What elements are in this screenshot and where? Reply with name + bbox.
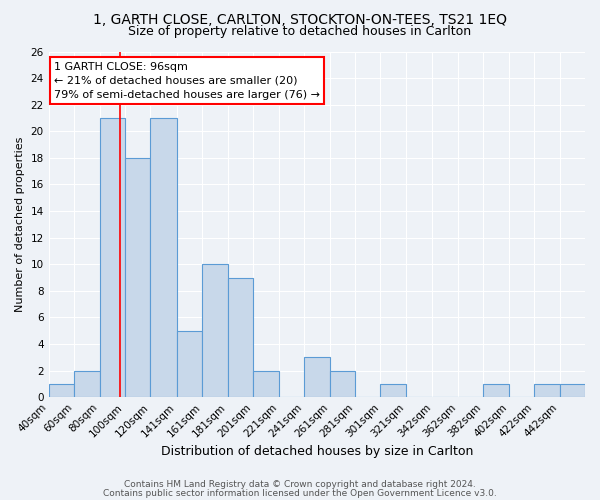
Text: Contains public sector information licensed under the Open Government Licence v3: Contains public sector information licen… [103,488,497,498]
Bar [253,370,279,397]
X-axis label: Distribution of detached houses by size in Carlton: Distribution of detached houses by size … [161,444,473,458]
Bar [125,158,151,397]
Bar [202,264,228,397]
Bar [100,118,125,397]
Bar [74,370,100,397]
Bar [380,384,406,397]
Bar [484,384,509,397]
Bar [534,384,560,397]
Bar [560,384,585,397]
Text: 1, GARTH CLOSE, CARLTON, STOCKTON-ON-TEES, TS21 1EQ: 1, GARTH CLOSE, CARLTON, STOCKTON-ON-TEE… [93,12,507,26]
Text: Contains HM Land Registry data © Crown copyright and database right 2024.: Contains HM Land Registry data © Crown c… [124,480,476,489]
Bar [177,330,202,397]
Bar [49,384,74,397]
Text: Size of property relative to detached houses in Carlton: Size of property relative to detached ho… [128,25,472,38]
Bar [304,358,329,397]
Bar [228,278,253,397]
Bar [329,370,355,397]
Text: 1 GARTH CLOSE: 96sqm
← 21% of detached houses are smaller (20)
79% of semi-detac: 1 GARTH CLOSE: 96sqm ← 21% of detached h… [54,62,320,100]
Y-axis label: Number of detached properties: Number of detached properties [15,136,25,312]
Bar [151,118,177,397]
